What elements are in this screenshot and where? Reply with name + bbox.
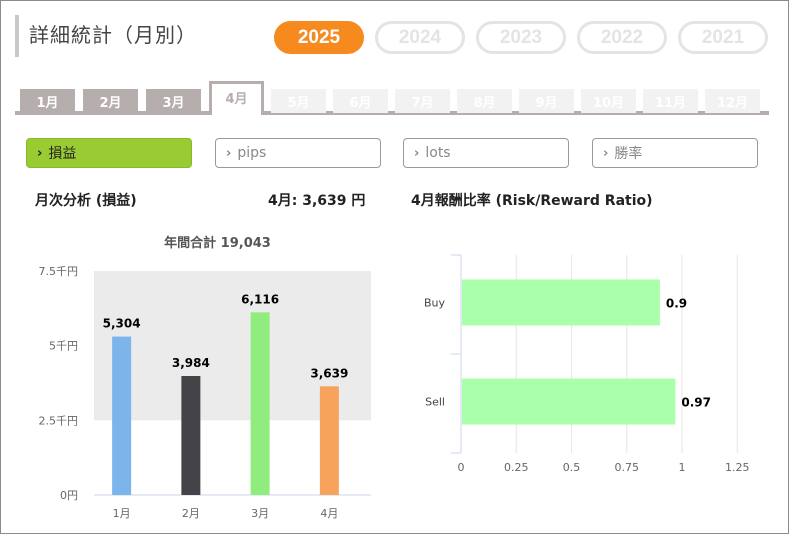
year-selector: 2025 2024 2023 2022 2021	[274, 21, 768, 54]
bar-4	[319, 386, 339, 495]
x-tick-label: 0.75	[615, 461, 640, 474]
x-tick-label: 0.5	[563, 461, 581, 474]
filter-label: 勝率	[614, 146, 643, 162]
month-tab-3[interactable]: 3月	[146, 89, 201, 113]
chart-title: 年間合計 19,043	[164, 235, 271, 251]
risk-reward-title: 4月報酬比率 (Risk/Reward Ratio)	[411, 193, 653, 209]
x-tick-label: 1	[679, 461, 686, 474]
month-tab-4[interactable]: 4月	[209, 81, 264, 115]
month-tab-1[interactable]: 1月	[20, 89, 75, 113]
x-tick-label: 3月	[251, 507, 269, 520]
month-tab-5[interactable]: 5月	[271, 89, 326, 113]
x-tick-label: 1.25	[725, 461, 750, 474]
month-tab-7[interactable]: 7月	[395, 89, 450, 113]
month-tab-6[interactable]: 6月	[333, 89, 388, 113]
filter-label: pips	[237, 145, 267, 161]
month-tab-9[interactable]: 9月	[519, 89, 574, 113]
filter-label: lots	[425, 145, 451, 161]
month-tab-bar: 1月 2月 3月 4月 5月 6月 7月 8月 9月 10月 11月 12月	[15, 81, 769, 115]
bar-2	[181, 376, 201, 495]
filter-label: 損益	[48, 146, 77, 162]
y-tick-label: 2.5千円	[39, 414, 79, 427]
monthly-pl-bar-chart: 年間合計 19,043 0円 2.5千円 5千円 7.5千円 5,304 1月 3,984 2月…	[39, 235, 371, 520]
plot-band	[94, 271, 371, 346]
filter-button-lots[interactable]: › lots	[403, 138, 569, 168]
bar-value-label: 3,639	[310, 366, 348, 380]
risk-reward-hbar-chart: 0 0.25 0.5 0.75 1 1.25 0.9 Buy 0.97 Sell	[424, 254, 750, 474]
bar-3	[250, 312, 270, 495]
bar-1	[112, 336, 132, 495]
y-category-label: Sell	[425, 396, 445, 409]
x-tick-label: 1月	[113, 507, 131, 520]
page-title-bar: 詳細統計（月別）	[15, 15, 197, 57]
month-tab-2[interactable]: 2月	[83, 89, 138, 113]
year-tab-2024[interactable]: 2024	[375, 21, 465, 54]
page-title: 詳細統計（月別）	[29, 23, 197, 47]
month-tab-12[interactable]: 12月	[705, 89, 760, 113]
filter-button-pips[interactable]: › pips	[215, 138, 381, 168]
y-tick-label: 7.5千円	[39, 265, 79, 278]
monthly-analysis-title: 月次分析 (損益)	[35, 193, 137, 209]
y-tick-label: 5千円	[49, 340, 78, 353]
x-tick-label: 4月	[320, 507, 338, 520]
year-tab-2021[interactable]: 2021	[678, 21, 768, 54]
bar-value-label: 6,116	[241, 292, 279, 306]
year-tab-2022[interactable]: 2022	[577, 21, 667, 54]
chevron-right-icon: ›	[37, 145, 43, 161]
y-category-label: Buy	[424, 297, 446, 310]
bar-value-label: 0.9	[666, 297, 687, 311]
filter-button-profit-loss[interactable]: › 損益	[26, 138, 192, 168]
year-tab-2023[interactable]: 2023	[476, 21, 566, 54]
y-tick-label: 0円	[60, 489, 78, 502]
x-tick-label: 0.25	[504, 461, 529, 474]
year-tab-2025[interactable]: 2025	[274, 21, 364, 54]
filter-button-win-rate[interactable]: › 勝率	[592, 138, 758, 168]
month-summary-value: 4月: 3,639 円	[268, 193, 366, 209]
chevron-right-icon: ›	[226, 145, 232, 161]
x-tick-label: 0	[458, 461, 465, 474]
month-tab-8[interactable]: 8月	[457, 89, 512, 113]
x-tick-label: 2月	[182, 507, 200, 520]
month-tab-11[interactable]: 11月	[643, 89, 698, 113]
chevron-right-icon: ›	[603, 145, 609, 161]
hbar-sell	[462, 378, 676, 425]
bar-value-label: 3,984	[172, 356, 210, 370]
month-tab-10[interactable]: 10月	[581, 89, 636, 113]
hbar-buy	[462, 279, 660, 326]
chevron-right-icon: ›	[414, 145, 420, 161]
bar-value-label: 0.97	[681, 396, 711, 410]
bar-value-label: 5,304	[103, 317, 141, 331]
